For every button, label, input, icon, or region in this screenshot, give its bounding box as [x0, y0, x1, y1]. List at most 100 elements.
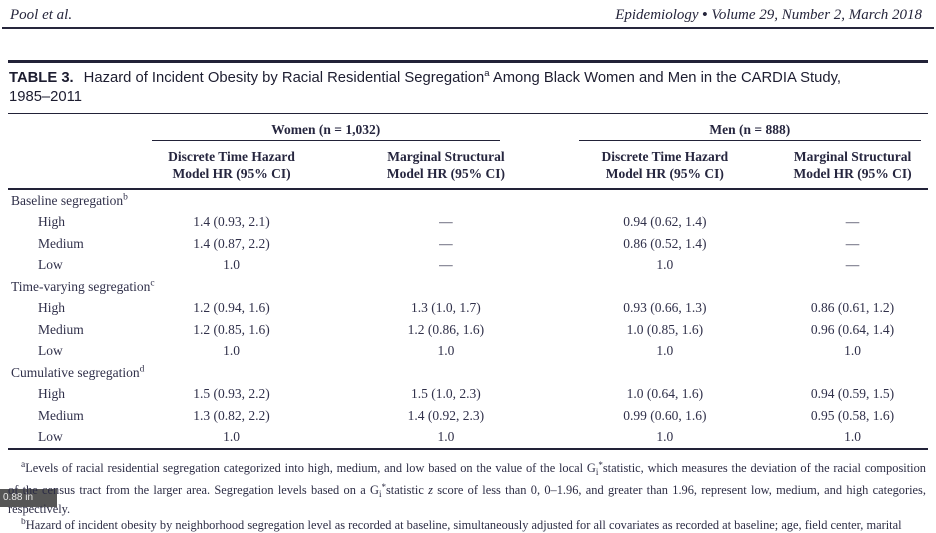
cell-value: 0.86 (0.52, 1.4): [623, 235, 707, 251]
col-header-line: Marginal Structural: [387, 148, 505, 164]
cell-value: 1.4 (0.87, 2.2): [193, 235, 270, 251]
footnote-marker-d-ref: d: [139, 364, 145, 375]
row-label: Low: [38, 257, 63, 273]
table-title: TABLE 3. Hazard of Incident Obesity by Ra…: [8, 63, 928, 114]
cell-value: —: [439, 257, 453, 273]
journal-issue: Volume 29, Number 2, March 2018: [711, 7, 922, 23]
section-label-text: Cumulative segregation: [11, 364, 140, 380]
header-rule: [2, 27, 934, 29]
footnote-marker-b-ref: b: [123, 192, 128, 203]
footnote-marker-c-ref: c: [150, 278, 155, 289]
journal-page: Pool et al. Epidemiology • Volume 29, Nu…: [0, 7, 934, 532]
cell-value: 1.3 (1.0, 1.7): [411, 300, 481, 316]
group-header-men-label: Men (n = 888): [578, 122, 921, 141]
group-header-men: Men (n = 888): [553, 114, 928, 141]
section-label-cumulative: Cumulative segregationd: [8, 362, 928, 384]
group-header-women: Women (n = 1,032): [124, 114, 553, 141]
table-row: Low 1.0 1.0 1.0 1.0: [8, 341, 928, 363]
footnote-marker-a-ref: a: [484, 68, 490, 80]
group-header-row: Women (n = 1,032) Men (n = 888): [8, 114, 928, 141]
g-statistic-subscript: i: [378, 489, 382, 500]
hazard-table: Women (n = 1,032) Men (n = 888) Discrete…: [8, 114, 928, 450]
footnote-marker-a: a: [21, 459, 26, 470]
cell-value: 1.0: [656, 257, 674, 273]
footnote-a-line1: aLevels of racial residential segregatio…: [8, 458, 926, 480]
cell-value: 1.2 (0.94, 1.6): [193, 300, 270, 316]
journal-name: Epidemiology: [615, 7, 699, 23]
g-statistic-superscript: *: [381, 482, 386, 493]
row-label: Medium: [38, 321, 84, 337]
cell-value: 1.5 (1.0, 2.3): [411, 386, 481, 402]
cell-value: 1.2 (0.85, 1.6): [193, 321, 270, 337]
table-row: High 1.5 (0.93, 2.2) 1.5 (1.0, 2.3) 1.0 …: [8, 384, 928, 406]
section-label-text: Baseline segregation: [11, 192, 124, 208]
cell-value: 1.0: [656, 343, 674, 359]
footnote-text: score of less than 0, 0–1.96, and greate…: [432, 483, 926, 498]
col-header-line: Model HR (95% CI): [386, 165, 505, 181]
table-row: Medium 1.4 (0.87, 2.2) — 0.86 (0.52, 1.4…: [8, 233, 928, 255]
table-section-row: Cumulative segregationd: [8, 362, 928, 384]
cell-value: 1.0 (0.85, 1.6): [626, 321, 704, 337]
col-header-line: Discrete Time Hazard: [168, 148, 295, 164]
cell-value: —: [845, 235, 860, 251]
footnote-text: statistic: [385, 483, 429, 498]
footnotes: aLevels of racial residential segregatio…: [8, 458, 926, 533]
cell-value: 1.4 (0.93, 2.1): [193, 214, 270, 230]
cell-value: 1.0: [223, 429, 240, 445]
cell-value: 1.0 (0.64, 1.6): [626, 386, 704, 402]
table-row: Low 1.0 1.0 1.0 1.0: [8, 427, 928, 450]
running-header-journal: Epidemiology • Volume 29, Number 2, Marc…: [615, 7, 922, 24]
cell-value: —: [845, 214, 860, 230]
col-header-women-dth: Discrete Time Hazard Model HR (95% CI): [123, 141, 340, 190]
cell-value: 1.0: [656, 429, 674, 445]
measurement-tooltip-artifact: 0.88 in: [0, 489, 57, 507]
row-label: High: [38, 214, 65, 230]
group-header-women-label: Women (n = 1,032): [151, 122, 500, 141]
cell-value: 1.5 (0.93, 2.2): [193, 386, 270, 402]
table-section-row: Time-varying segregationc: [8, 276, 928, 298]
cell-value: —: [845, 257, 860, 273]
cell-value: 0.95 (0.58, 1.6): [810, 407, 895, 423]
cell-value: 0.86 (0.61, 1.2): [810, 300, 895, 316]
cell-value: 0.99 (0.60, 1.6): [623, 407, 707, 423]
table-title-years: 1985–2011: [9, 89, 82, 105]
g-statistic-superscript: *: [598, 460, 603, 470]
section-label-baseline: Baseline segregationb: [8, 189, 928, 212]
cell-value: 1.3 (0.82, 2.2): [193, 407, 270, 423]
footnote-a-line2: of the census tract from the larger area…: [8, 480, 926, 502]
table-section-row: Baseline segregationb: [8, 189, 928, 212]
running-header-authors: Pool et al.: [10, 7, 73, 23]
col-header-line: Model HR (95% CI): [172, 165, 291, 181]
cell-value: —: [439, 235, 453, 251]
cell-value: 1.0: [844, 429, 861, 445]
cell-value: 0.94 (0.62, 1.4): [623, 214, 707, 230]
empty-corner-cell: [8, 114, 124, 141]
column-header-row: Discrete Time Hazard Model HR (95% CI) M…: [8, 141, 928, 190]
footnote-text: of the census tract from the larger area…: [8, 483, 379, 498]
cell-value: 0.93 (0.66, 1.3): [623, 300, 707, 316]
row-label: Low: [38, 429, 63, 445]
table-row: High 1.4 (0.93, 2.1) — 0.94 (0.62, 1.4) …: [8, 212, 928, 234]
table-row: Medium 1.2 (0.85, 1.6) 1.2 (0.86, 1.6) 1…: [8, 319, 928, 341]
table-title-text: Hazard of Incident Obesity by Racial Res…: [83, 70, 485, 86]
table-row: Medium 1.3 (0.82, 2.2) 1.4 (0.92, 2.3) 0…: [8, 405, 928, 427]
cell-value: 1.0: [844, 343, 861, 359]
footnote-a: aLevels of racial residential segregatio…: [8, 458, 926, 518]
table-title-rest: Among Black Women and Men in the CARDIA …: [489, 70, 841, 86]
section-label-time-varying: Time-varying segregationc: [8, 276, 928, 298]
row-label: High: [38, 386, 65, 402]
cell-value: 1.4 (0.92, 2.3): [407, 407, 485, 423]
footnote-text: statistic, which measures the deviation …: [602, 461, 926, 475]
footnote-a-line3: respectively.: [8, 502, 71, 517]
table-3-block: TABLE 3. Hazard of Incident Obesity by Ra…: [8, 60, 928, 450]
running-header: Pool et al. Epidemiology • Volume 29, Nu…: [10, 7, 922, 24]
col-header-line: Model HR (95% CI): [605, 165, 724, 181]
col-header-line: Discrete Time Hazard: [601, 148, 729, 164]
col-header-men-msm: Marginal Structural Model HR (95% CI): [777, 141, 928, 190]
cell-value: 1.2 (0.86, 1.6): [407, 321, 485, 337]
row-label: High: [38, 300, 65, 316]
footnote-text: Levels of racial residential segregation…: [25, 461, 596, 475]
col-header-line: Model HR (95% CI): [793, 165, 912, 181]
cell-value: 1.0: [437, 343, 455, 359]
footnote-b: bHazard of incident obesity by neighborh…: [8, 518, 926, 533]
